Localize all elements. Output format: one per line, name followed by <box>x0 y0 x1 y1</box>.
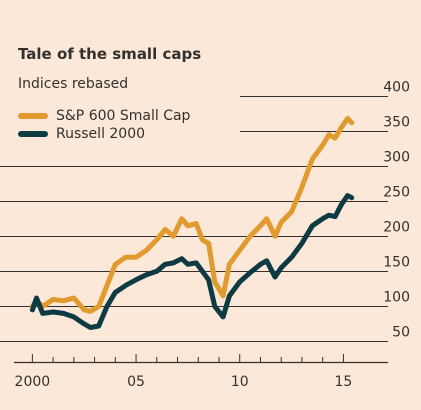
legend-label-sp600: S&P 600 Small Cap <box>56 108 191 124</box>
y-tick-label-400: 400 <box>383 80 410 96</box>
y-tick-label-100: 100 <box>383 290 410 306</box>
x-tick-label-05: 05 <box>127 374 145 390</box>
y-tick-label-50: 50 <box>392 325 410 341</box>
legend-item-russell2000: Russell 2000 <box>18 125 190 143</box>
legend-label-russell2000: Russell 2000 <box>56 126 146 142</box>
chart-subtitle: Indices rebased <box>18 76 129 92</box>
y-tick-label-300: 300 <box>383 150 410 166</box>
x-tick-label-15: 15 <box>334 374 352 390</box>
chart-title: Tale of the small caps <box>18 45 202 63</box>
legend-swatch-sp600 <box>18 113 48 119</box>
series-line-russell2000 <box>29 193 355 330</box>
series-line-sp600 <box>29 115 355 314</box>
legend-swatch-russell2000 <box>18 131 48 137</box>
legend: S&P 600 Small Cap Russell 2000 <box>18 107 190 143</box>
x-tick-label-10: 10 <box>231 374 249 390</box>
x-tick-label-2000: 2000 <box>15 374 51 390</box>
y-tick-label-150: 150 <box>383 255 410 271</box>
y-tick-label-200: 200 <box>383 220 410 236</box>
legend-item-sp600: S&P 600 Small Cap <box>18 107 190 125</box>
y-tick-label-250: 250 <box>383 185 410 201</box>
y-tick-label-350: 350 <box>383 115 410 131</box>
